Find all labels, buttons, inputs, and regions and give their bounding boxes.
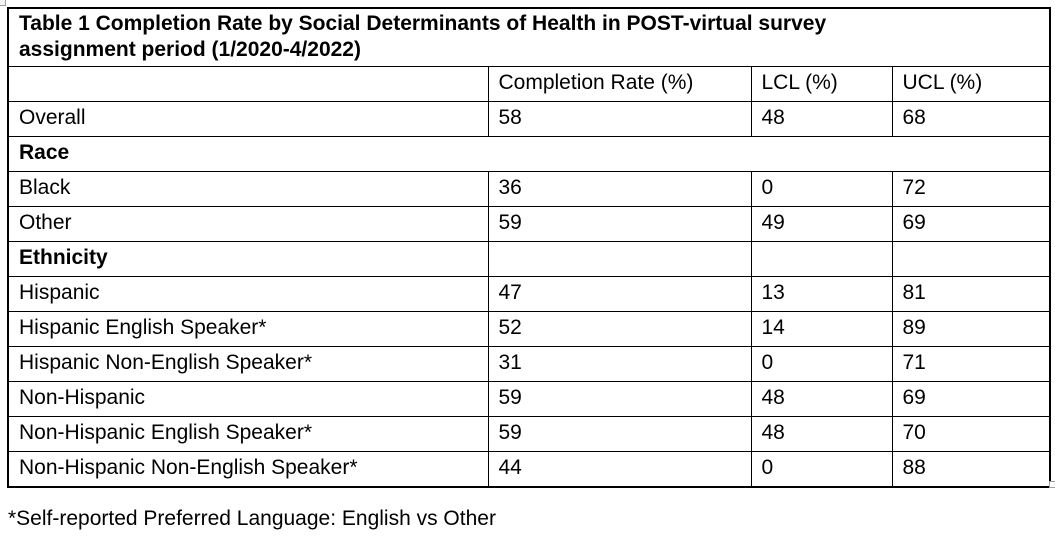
row-label: Hispanic (7, 275, 489, 312)
table-row-non-hispanic-non-english: Non-Hispanic Non-English Speaker* 44 0 8… (7, 450, 1051, 487)
table-row-hispanic-non-english: Hispanic Non-English Speaker* 31 0 71 (7, 345, 1051, 382)
table-title-line-1: Table 1 Completion Rate by Social Determ… (19, 12, 827, 35)
completion-rate-value: 59 (487, 380, 752, 417)
lcl-value: 48 (750, 415, 893, 452)
table-row-black: Black 36 0 72 (7, 170, 1051, 207)
section-label-ethnicity: Ethnicity (7, 240, 489, 277)
header-completion-rate: Completion Rate (%) (487, 65, 752, 102)
completion-rate-value: 59 (487, 415, 752, 452)
row-label: Hispanic Non-English Speaker* (7, 345, 489, 382)
completion-rate-value: 31 (487, 345, 752, 382)
row-label: Black (7, 170, 489, 207)
completion-rate-value: 36 (487, 170, 752, 207)
ucl-value (891, 240, 1051, 277)
table-row-other: Other 59 49 69 (7, 205, 1051, 242)
lcl-value: 0 (750, 345, 893, 382)
table-title-row: Table 1 Completion Rate by Social Determ… (7, 7, 1051, 67)
ucl-value: 71 (891, 345, 1051, 382)
row-label: Overall (7, 100, 489, 137)
lcl-value: 48 (750, 380, 893, 417)
table-row-non-hispanic: Non-Hispanic 59 48 69 (7, 380, 1051, 417)
table-move-handle-icon[interactable] (0, 0, 6, 6)
completion-rate-value: 52 (487, 310, 752, 347)
completion-rate-value: 44 (487, 450, 752, 487)
table-header-row: Completion Rate (%) LCL (%) UCL (%) (7, 65, 1051, 102)
table-section-row-race: Race (7, 135, 1051, 172)
ucl-value: 88 (891, 450, 1051, 487)
completion-rate-value: 58 (487, 100, 752, 137)
table-resize-handle-icon[interactable] (1049, 481, 1055, 488)
ucl-value: 68 (891, 100, 1051, 137)
table-title-line-2: assignment period (1/2020-4/2022) (19, 38, 361, 62)
lcl-value (750, 240, 893, 277)
ucl-value: 70 (891, 415, 1051, 452)
ucl-value: 72 (891, 170, 1051, 207)
completion-rate-table: Table 1 Completion Rate by Social Determ… (7, 7, 1052, 488)
lcl-value: 48 (750, 100, 893, 137)
table-row-overall: Overall 58 48 68 (7, 100, 1051, 137)
completion-rate-value: 47 (487, 275, 752, 312)
footnote: *Self-reported Preferred Language: Engli… (8, 507, 496, 530)
row-label: Hispanic English Speaker* (7, 310, 489, 347)
table-row-hispanic-english: Hispanic English Speaker* 52 14 89 (7, 310, 1051, 347)
table-row-non-hispanic-english: Non-Hispanic English Speaker* 59 48 70 (7, 415, 1051, 452)
header-blank-cell (7, 65, 489, 102)
lcl-value: 14 (750, 310, 893, 347)
header-lcl: LCL (%) (750, 65, 893, 102)
table-section-row-ethnicity: Ethnicity (7, 240, 1051, 277)
ucl-value: 69 (891, 205, 1051, 242)
row-label: Non-Hispanic English Speaker* (7, 415, 489, 452)
row-label: Non-Hispanic (7, 380, 489, 417)
table-title: Table 1 Completion Rate by Social Determ… (7, 7, 1051, 67)
ucl-value: 89 (891, 310, 1051, 347)
lcl-value: 13 (750, 275, 893, 312)
row-label: Non-Hispanic Non-English Speaker* (7, 450, 489, 487)
completion-rate-value: 59 (487, 205, 752, 242)
row-label: Other (7, 205, 489, 242)
header-ucl: UCL (%) (891, 65, 1051, 102)
ucl-value: 81 (891, 275, 1051, 312)
ucl-value: 69 (891, 380, 1051, 417)
lcl-value: 0 (750, 450, 893, 487)
lcl-value: 49 (750, 205, 893, 242)
completion-rate-value (487, 240, 752, 277)
section-label-race: Race (7, 135, 1051, 172)
table-row-hispanic: Hispanic 47 13 81 (7, 275, 1051, 312)
lcl-value: 0 (750, 170, 893, 207)
